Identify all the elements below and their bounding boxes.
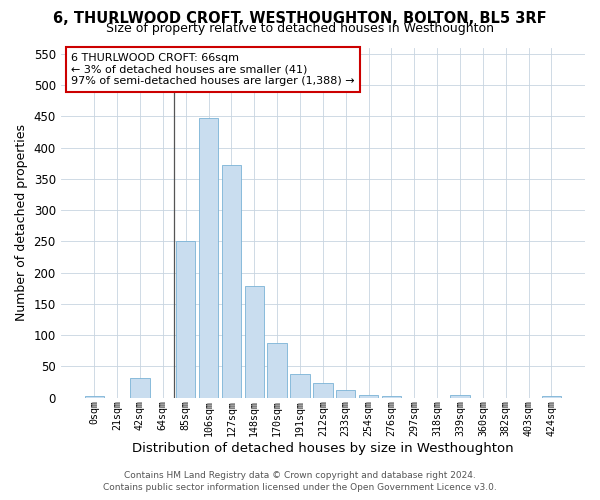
Bar (290, 374, 310, 398)
Bar (268, 344, 287, 398)
Text: Size of property relative to detached houses in Westhoughton: Size of property relative to detached ho… (106, 22, 494, 35)
Bar (221, 165, 241, 398)
Bar (85, 396, 104, 398)
X-axis label: Distribution of detached houses by size in Westhoughton: Distribution of detached houses by size … (132, 442, 514, 455)
Bar (176, 242, 196, 398)
Text: Contains HM Land Registry data © Crown copyright and database right 2024.
Contai: Contains HM Land Registry data © Crown c… (103, 471, 497, 492)
Bar (359, 394, 378, 398)
Bar (245, 286, 264, 398)
Bar (199, 118, 218, 398)
Bar (450, 395, 470, 398)
Text: 6 THURLWOOD CROFT: 66sqm
← 3% of detached houses are smaller (41)
97% of semi-de: 6 THURLWOOD CROFT: 66sqm ← 3% of detache… (71, 53, 355, 86)
Bar (313, 384, 332, 398)
Bar (130, 378, 149, 398)
Bar (542, 396, 561, 398)
Y-axis label: Number of detached properties: Number of detached properties (15, 124, 28, 321)
Text: 6, THURLWOOD CROFT, WESTHOUGHTON, BOLTON, BL5 3RF: 6, THURLWOOD CROFT, WESTHOUGHTON, BOLTON… (53, 11, 547, 26)
Bar (382, 396, 401, 398)
Bar (336, 390, 355, 398)
